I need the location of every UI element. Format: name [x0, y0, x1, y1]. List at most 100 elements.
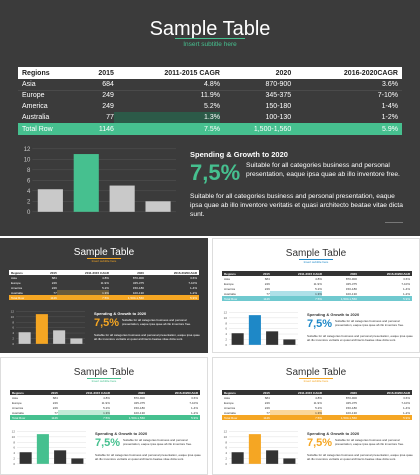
cell: 4.8%	[315, 276, 322, 281]
y-tick-label: 8	[12, 320, 14, 324]
y-tick-label: 10	[12, 435, 16, 439]
bar-4	[71, 458, 84, 464]
col-header: 2015	[50, 270, 57, 275]
description-text-2: Suitable for all categories business and…	[307, 334, 413, 342]
slide-subtitle: Insert subtitle here	[91, 259, 117, 263]
cell: 5.2%	[102, 285, 109, 290]
cell: Asia	[22, 80, 36, 88]
cell: 870-900	[132, 275, 144, 280]
col-header: 2020	[350, 271, 357, 276]
thumbnail-light-green[interactable]: Sample Table Insert subtitle here Region…	[0, 357, 208, 475]
cell: 1,500-1,560	[127, 295, 144, 300]
total-row: Total Row 1146 7.5% 1,500-1,560 5.9%	[9, 295, 199, 300]
spending-heading: Spending & Growth to 2020	[307, 312, 360, 317]
thumbnail-light-blue[interactable]: Sample Table Insert subtitle here Region…	[212, 238, 420, 353]
col-header: Regions	[11, 270, 23, 275]
cell: 5.9%	[403, 296, 410, 301]
col-header: 2011-2015 CAGR	[298, 271, 322, 276]
cell: 249	[102, 103, 114, 110]
title-underline	[175, 38, 245, 39]
table-row: Asia 684 4.8% 870-900 3.6%	[18, 79, 402, 90]
cell: 1,500-1,560	[128, 415, 145, 420]
y-tick-label: 6	[225, 327, 227, 331]
y-tick-label: 2	[225, 456, 227, 460]
total-row: Total Row 1146 7.5% 1,500-1,560 5.9%	[10, 415, 200, 420]
y-tick-label: 10	[24, 157, 31, 163]
thumbnail-light-orange[interactable]: Sample Table Insert subtitle here Region…	[212, 357, 420, 475]
cell: 150-180	[265, 103, 292, 110]
y-tick-label: 8	[225, 440, 227, 444]
y-tick-label: 6	[12, 326, 14, 330]
cell: 684	[52, 395, 58, 400]
table-row: Australia 77 1.3% 100-130 1-2%	[222, 291, 412, 296]
cell: 1.3%	[269, 410, 322, 415]
thumbnail-dark-orange[interactable]: Sample Table Insert subtitle here Region…	[0, 238, 208, 353]
col-header: 2015	[51, 390, 58, 395]
cell: Total Row	[12, 415, 26, 420]
y-tick-label: 6	[27, 178, 31, 184]
cell: 1146	[98, 125, 114, 133]
cell: 1-4%	[189, 285, 197, 290]
y-tick-label: 2	[13, 456, 15, 460]
col-header: 2011-2015 CAGR	[164, 69, 220, 77]
bar-chart: 0 246 810 12	[12, 430, 86, 466]
title-underline	[299, 259, 333, 260]
cell: 345-375	[265, 92, 292, 100]
total-row: Total Row 1146 7.5% 1,500-1,560 5.9%	[222, 296, 412, 301]
y-tick-label: 4	[27, 189, 31, 195]
growth-percent: 7,5%	[95, 437, 121, 449]
cell: 1-4%	[190, 405, 198, 410]
cell: Australia	[224, 291, 236, 296]
y-tick-label: 12	[24, 147, 31, 153]
bar-4	[283, 339, 296, 345]
cell: 345-375	[132, 280, 144, 285]
slide-subtitle: Insert subtitle here	[91, 379, 117, 383]
cell: Europe	[11, 280, 21, 285]
cell: 1.3%	[56, 290, 109, 295]
growth-percent: 7,5%	[190, 160, 241, 185]
bar-3	[54, 450, 67, 464]
cell: 150-180	[345, 286, 357, 291]
cell: 11.9%	[100, 280, 109, 285]
cell: Total Row	[224, 296, 238, 301]
cell: Total Row	[11, 295, 25, 300]
slide-title: Sample Table	[149, 18, 271, 40]
cell: 1-2%	[189, 290, 197, 295]
y-tick-label: 10	[224, 316, 228, 320]
cell: 7-10%	[401, 281, 410, 286]
cell: 1-2%	[402, 291, 410, 296]
cell: 684	[264, 395, 270, 400]
cell: 3.6%	[190, 275, 197, 280]
cell: 3.6%	[382, 80, 398, 88]
cell: 870-900	[133, 395, 145, 400]
spending-heading: Spending & Growth to 2020	[95, 431, 148, 436]
y-tick-label: 0	[13, 462, 15, 466]
table-row: America 249 5.2% 150-180 1-4%	[18, 101, 402, 112]
slide-subtitle: Insert subtitle here	[303, 260, 329, 264]
y-tick-label: 4	[13, 451, 15, 455]
cell: 5.2%	[315, 405, 322, 410]
main-slide[interactable]: Sample Table Insert subtitle here Region…	[0, 0, 420, 236]
bar-4	[283, 458, 296, 464]
cell: 7.5%	[315, 415, 322, 420]
cell: 7-10%	[377, 92, 398, 100]
cell: 3.6%	[403, 276, 410, 281]
cell: Asia	[11, 275, 17, 280]
y-tick-label: 8	[13, 440, 15, 444]
cell: 5.9%	[190, 295, 197, 300]
y-tick-label: 8	[27, 168, 31, 174]
table-row: Australia 77 1.3% 100-130 1-2%	[222, 410, 412, 415]
y-tick-label: 2	[27, 199, 31, 205]
cell: 100-130	[132, 290, 144, 295]
bar-1	[231, 333, 244, 345]
slide-title: Sample Table	[73, 367, 135, 378]
cell: 77	[106, 114, 114, 121]
cell: 1-2%	[190, 410, 198, 415]
bar-3	[266, 331, 279, 345]
cell: Australia	[12, 410, 24, 415]
cell: 684	[264, 276, 270, 281]
col-header: 2011-2015 CAGR	[298, 390, 322, 395]
description-text: Suitable for all categories business and…	[335, 319, 405, 327]
growth-percent: 7,5%	[307, 437, 333, 449]
cell: 249	[264, 405, 270, 410]
